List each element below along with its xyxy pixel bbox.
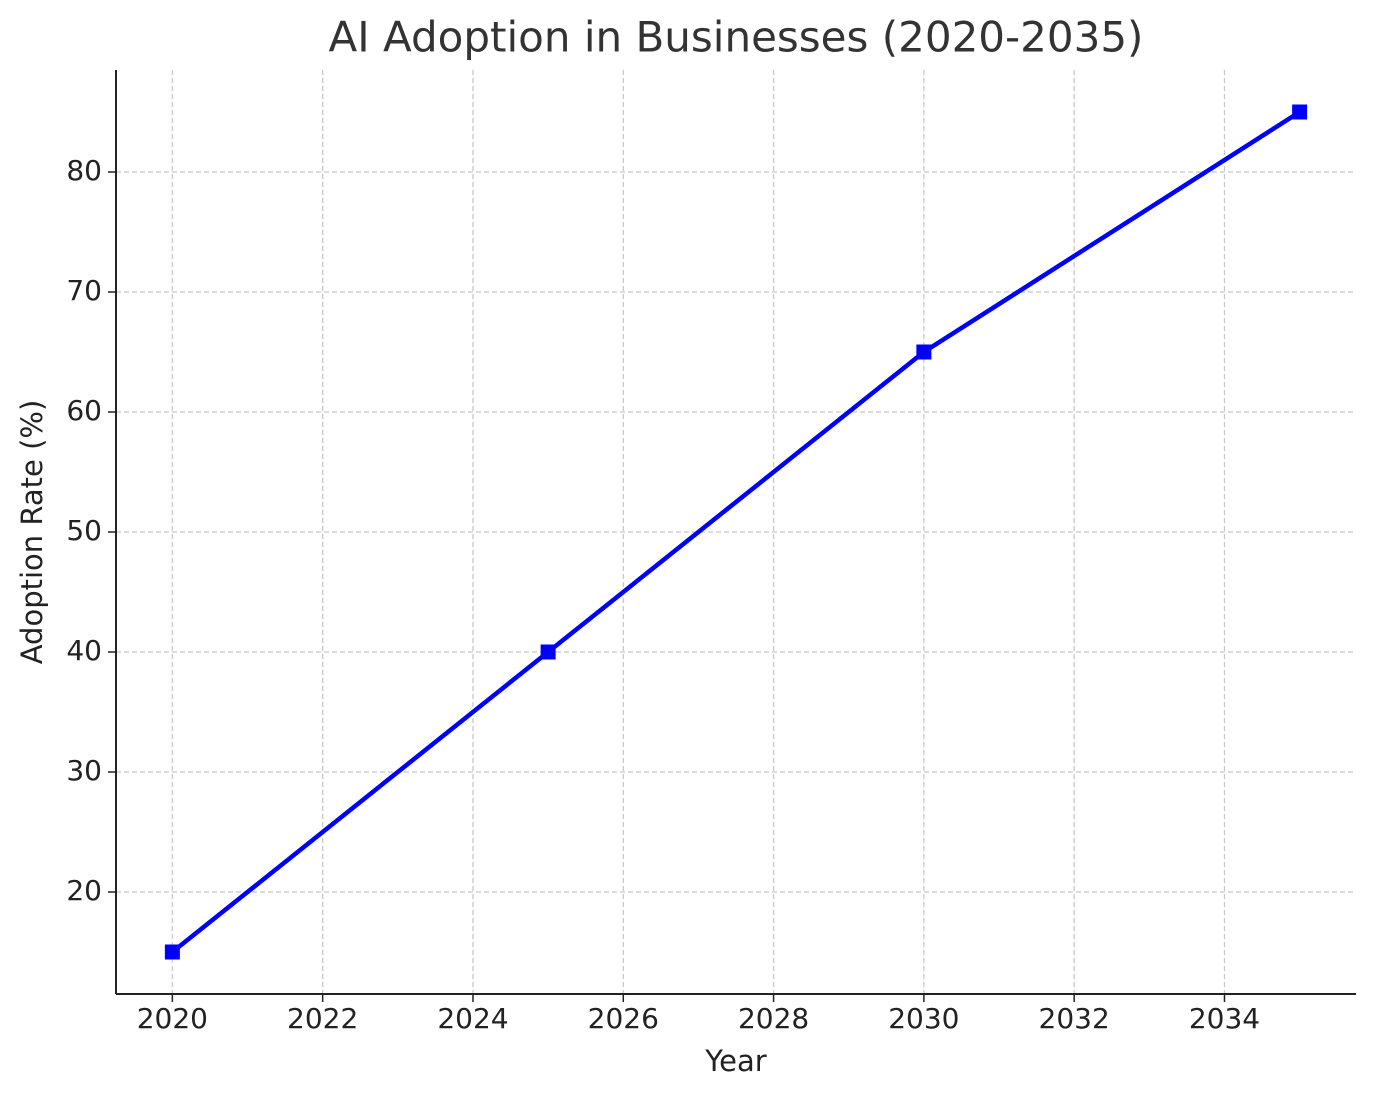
x-tick-label: 2020: [137, 1002, 208, 1035]
chart-title: AI Adoption in Businesses (2020-2035): [329, 13, 1144, 62]
data-point: [540, 644, 556, 660]
y-tick-label: 80: [66, 154, 102, 187]
x-tick-label: 2028: [738, 1002, 809, 1035]
data-point: [916, 344, 932, 360]
data-line: [170, 110, 1301, 954]
x-tick-label: 2024: [437, 1002, 508, 1035]
y-tick-label: 30: [66, 754, 102, 787]
x-tick-label: 2030: [888, 1002, 959, 1035]
y-tick-label: 40: [66, 634, 102, 667]
data-point: [1292, 104, 1308, 120]
x-tick-label: 2022: [287, 1002, 358, 1035]
x-axis-label: Year: [704, 1044, 766, 1078]
x-tick-label: 2034: [1189, 1002, 1260, 1035]
data-point: [164, 944, 180, 960]
y-tick-label: 20: [66, 874, 102, 907]
y-tick-label: 60: [66, 394, 102, 427]
y-axis-label: Adoption Rate (%): [15, 400, 49, 665]
y-tick-label: 50: [66, 514, 102, 547]
x-tick-label: 2026: [588, 1002, 659, 1035]
x-tick-label: 2032: [1039, 1002, 1110, 1035]
y-tick-label: 70: [66, 274, 102, 307]
